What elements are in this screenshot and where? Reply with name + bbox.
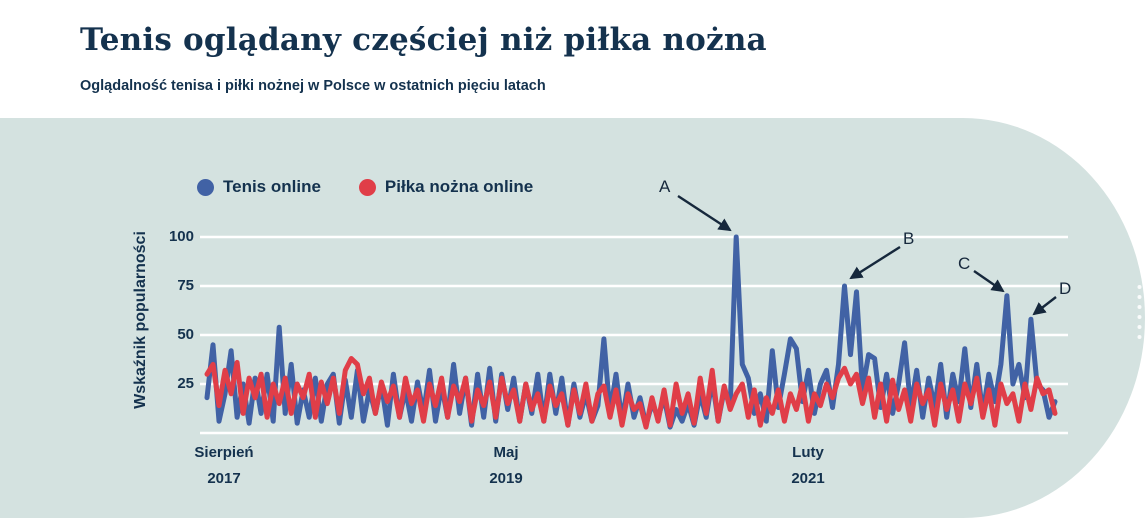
- pilka-dot-icon: [358, 178, 376, 196]
- tenis-dot-icon: [197, 178, 214, 196]
- annotation-c-label: C: [958, 254, 971, 273]
- x-tick-2021: Luty 2021: [791, 444, 824, 487]
- x-tick-month: Maj: [493, 444, 519, 461]
- y-tick-100: 100: [168, 228, 194, 245]
- x-tick-year: 2017: [207, 470, 241, 487]
- y-tick-50: 50: [177, 326, 194, 343]
- x-tick-month: Sierpień: [194, 444, 254, 461]
- legend: Tenis online Piłka nożna online: [197, 177, 533, 197]
- y-tick-75: 75: [177, 277, 194, 294]
- legend-label: Piłka nożna online: [384, 177, 534, 196]
- annotation-a-label: A: [659, 177, 671, 196]
- x-tick-2019: Maj 2019: [489, 444, 522, 487]
- x-tick-2017: Sierpień 2017: [194, 444, 253, 487]
- x-tick-month: Luty: [792, 444, 824, 461]
- y-tick-25: 25: [177, 375, 194, 392]
- annotation-b-label: B: [903, 229, 915, 248]
- legend-label: Tenis online: [223, 177, 321, 196]
- legend-item-pilka: Piłka nożna online: [358, 177, 534, 197]
- x-tick-year: 2019: [489, 470, 523, 487]
- annotation-d-label: D: [1059, 279, 1072, 298]
- legend-item-tenis: Tenis online: [197, 177, 321, 197]
- page-subtitle: Oglądalność tenisa i piłki nożnej w Pols…: [80, 77, 546, 94]
- page-title: Tenis oglądany częściej niż piłka nożna: [80, 21, 767, 58]
- chart-background-shape: [0, 118, 1145, 518]
- x-tick-year: 2021: [791, 470, 825, 487]
